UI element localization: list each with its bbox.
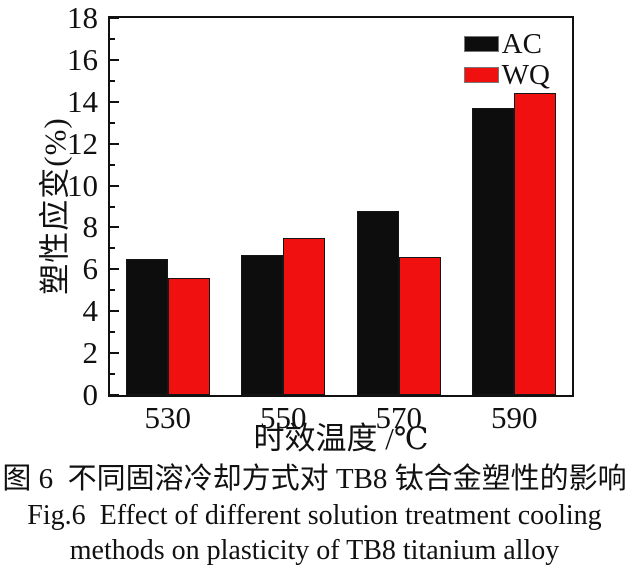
x-axis-tick-labels: 530 550 570 590 (108, 400, 574, 438)
y-tick-minor (110, 205, 115, 208)
y-tick-major (110, 226, 119, 229)
bar-wq-530 (167, 277, 210, 395)
legend-label-wq: WQ (501, 59, 550, 91)
legend-swatch-ac (463, 36, 499, 52)
y-tick-major (110, 58, 119, 61)
y-tick-major (110, 352, 119, 355)
legend: AC WQ (463, 28, 550, 91)
plot-area: AC WQ (108, 16, 574, 397)
x-tick-label: 550 (260, 400, 307, 435)
y-tick-minor (110, 121, 115, 124)
y-tick-minor (110, 37, 115, 40)
caption-chinese: 图 6 不同固溶冷却方式对 TB8 钛合金塑性的影响 (2, 463, 627, 495)
y-tick-label: 14 (67, 83, 98, 119)
y-tick-label: 0 (82, 377, 99, 412)
y-tick-major (110, 100, 119, 103)
bar-ac-530 (125, 258, 168, 395)
bar-wq-570 (398, 256, 441, 395)
y-tick-minor (110, 163, 115, 166)
y-tick-minor (110, 79, 115, 82)
bar-ac-550 (241, 254, 284, 395)
y-tick-minor (110, 289, 115, 292)
y-tick-label: 16 (67, 41, 98, 77)
bar-wq-550 (283, 237, 326, 395)
caption-english-line1: Fig.6 Effect of different solution treat… (27, 500, 602, 531)
y-tick-label: 12 (67, 125, 98, 161)
caption-english-line2: methods on plasticity of TB8 titanium al… (69, 535, 560, 566)
y-tick-major (110, 310, 119, 313)
y-tick-label: 2 (82, 335, 99, 371)
y-tick-major (110, 142, 119, 145)
y-tick-label: 18 (67, 0, 98, 35)
y-tick-minor (110, 247, 115, 250)
y-tick-label: 8 (82, 209, 99, 245)
y-tick-major (110, 394, 119, 396)
legend-swatch-wq (463, 67, 499, 83)
x-axis-title: 时效温度 /℃ (253, 421, 429, 456)
x-tick-label: 570 (375, 400, 423, 435)
y-tick-label: 10 (67, 167, 98, 203)
y-tick-label: 6 (82, 251, 99, 287)
y-tick-major (110, 17, 119, 19)
bar-wq-590 (514, 93, 557, 395)
y-axis-tick-labels: 0 2 4 6 8 10 12 14 16 18 (0, 2, 99, 411)
legend-entry-wq: WQ (463, 59, 550, 91)
x-tick-label: 530 (144, 400, 192, 435)
y-tick-minor (110, 373, 115, 376)
y-tick-major (110, 184, 119, 187)
y-tick-label: 4 (82, 293, 99, 329)
legend-label-ac: AC (501, 28, 542, 60)
bars-layer (110, 18, 572, 395)
bar-ac-570 (356, 210, 399, 395)
bar-ac-590 (472, 108, 515, 395)
y-tick-major (110, 268, 119, 271)
y-tick-minor (110, 331, 115, 334)
x-tick-label: 590 (491, 400, 538, 435)
legend-entry-ac: AC (463, 28, 550, 60)
y-ticks-layer (110, 17, 572, 396)
